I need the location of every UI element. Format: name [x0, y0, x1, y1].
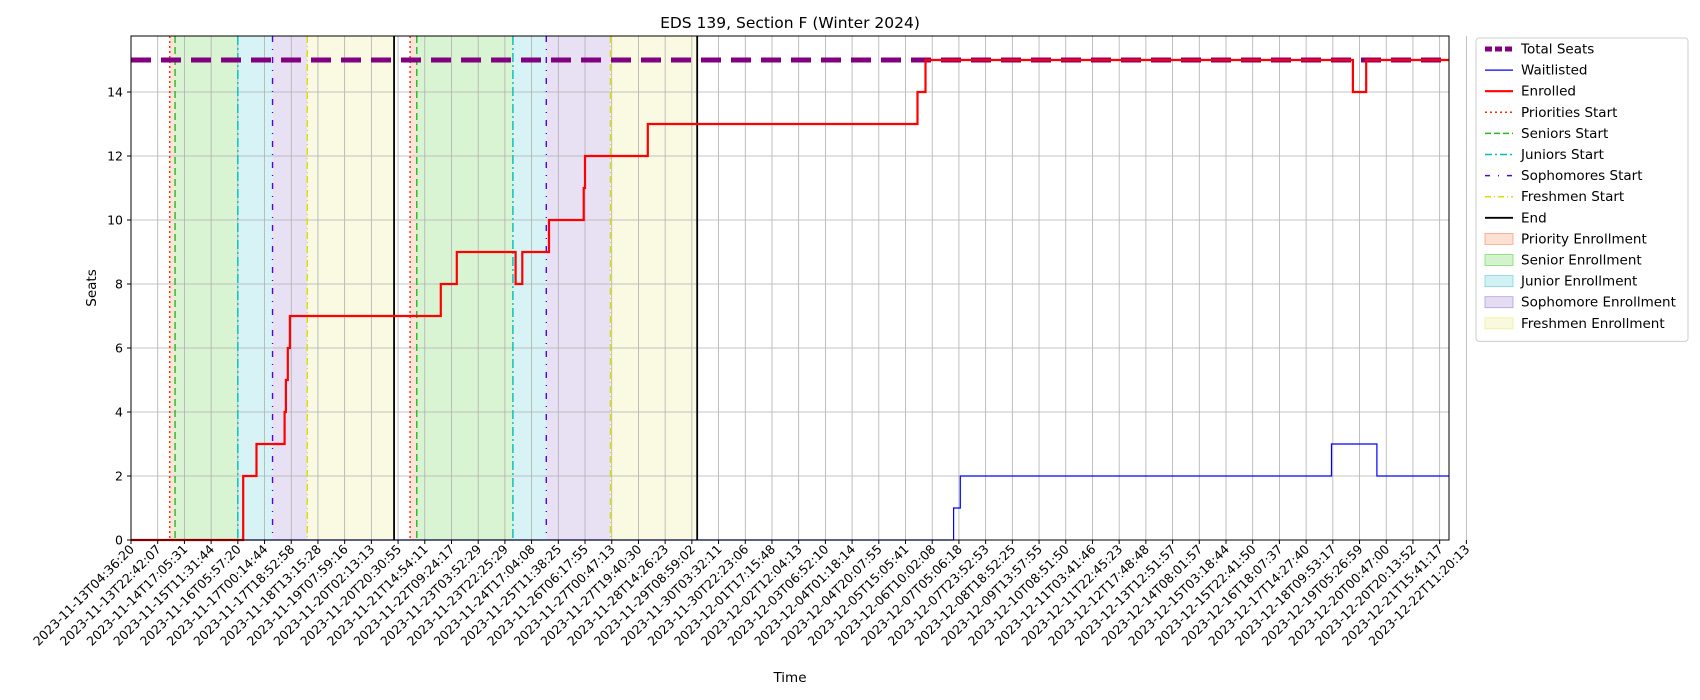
- legend-label-junior-enrollment: Junior Enrollment: [1520, 274, 1637, 290]
- y-tick-label: 12: [107, 149, 123, 164]
- series-lines: [131, 57, 1449, 542]
- legend-label-sophomore-enrollment: Sophomore Enrollment: [1521, 295, 1676, 311]
- series-enrolled: [131, 58, 1449, 542]
- x-axis-title: Time: [772, 670, 806, 686]
- legend: Total Seats Waitlisted Enrolled Priorities …: [1475, 37, 1689, 342]
- period-markers: [169, 36, 699, 540]
- legend-swatch-freshmen-enrollment: [1484, 317, 1514, 330]
- period-freshmen-enrollment: [307, 36, 395, 540]
- legend-label-end: End: [1521, 210, 1547, 226]
- legend-label-sophomores-start: Sophomores Start: [1521, 168, 1643, 184]
- period-priority-enrollment: [169, 36, 176, 540]
- legend-swatch-junior-enrollment: [1484, 275, 1514, 288]
- y-tick-label: 4: [115, 405, 123, 420]
- period-junior-enrollment: [237, 36, 273, 540]
- legend-swatch-priority-enrollment: [1484, 232, 1514, 245]
- legend-label-freshmen-enrollment: Freshmen Enrollment: [1521, 316, 1665, 332]
- y-tick-label: 8: [115, 277, 123, 292]
- legend-label-priorities-start: Priorities Start: [1521, 105, 1617, 121]
- series-waitlisted: [131, 443, 1449, 541]
- grid-lines: [130, 36, 1467, 541]
- period-freshmen-enrollment: [610, 36, 698, 540]
- legend-swatch-sophomore-enrollment: [1484, 296, 1514, 309]
- period-sophomore-enrollment: [272, 36, 308, 540]
- y-tick-label: 0: [115, 533, 123, 548]
- period-priority-enrollment: [410, 36, 417, 540]
- x-axis: 2023-11-13T04:36:202023-11-13T22:42:0720…: [30, 540, 1473, 649]
- period-junior-enrollment: [512, 36, 547, 540]
- legend-label-waitlisted: Waitlisted: [1521, 63, 1588, 79]
- period-senior-enrollment: [175, 36, 238, 540]
- chart-title: EDS 139, Section F (Winter 2024): [660, 14, 920, 32]
- y-axis: 0 2 4 6 8 10 12 14: [107, 85, 131, 548]
- period-sophomore-enrollment: [546, 36, 611, 540]
- plot-frame: [130, 35, 1450, 541]
- legend-box: [1475, 37, 1689, 342]
- legend-label-freshmen-start: Freshmen Start: [1521, 189, 1624, 205]
- legend-label-seniors-start: Seniors Start: [1521, 126, 1608, 142]
- y-tick-label: 6: [115, 341, 123, 356]
- legend-label-enrolled: Enrolled: [1521, 84, 1576, 100]
- period-senior-enrollment: [416, 36, 513, 540]
- legend-label-juniors-start: Juniors Start: [1520, 147, 1604, 163]
- enrollment-periods: [169, 36, 698, 540]
- y-axis-title: Seats: [84, 269, 100, 306]
- legend-label-senior-enrollment: Senior Enrollment: [1521, 253, 1642, 269]
- legend-label-priority-enrollment: Priority Enrollment: [1521, 231, 1647, 247]
- legend-swatch-senior-enrollment: [1484, 254, 1514, 266]
- y-tick-label: 2: [115, 469, 123, 484]
- y-tick-label: 10: [107, 213, 123, 228]
- legend-label-total-seats: Total Seats: [1520, 42, 1594, 58]
- y-tick-label: 14: [107, 85, 123, 100]
